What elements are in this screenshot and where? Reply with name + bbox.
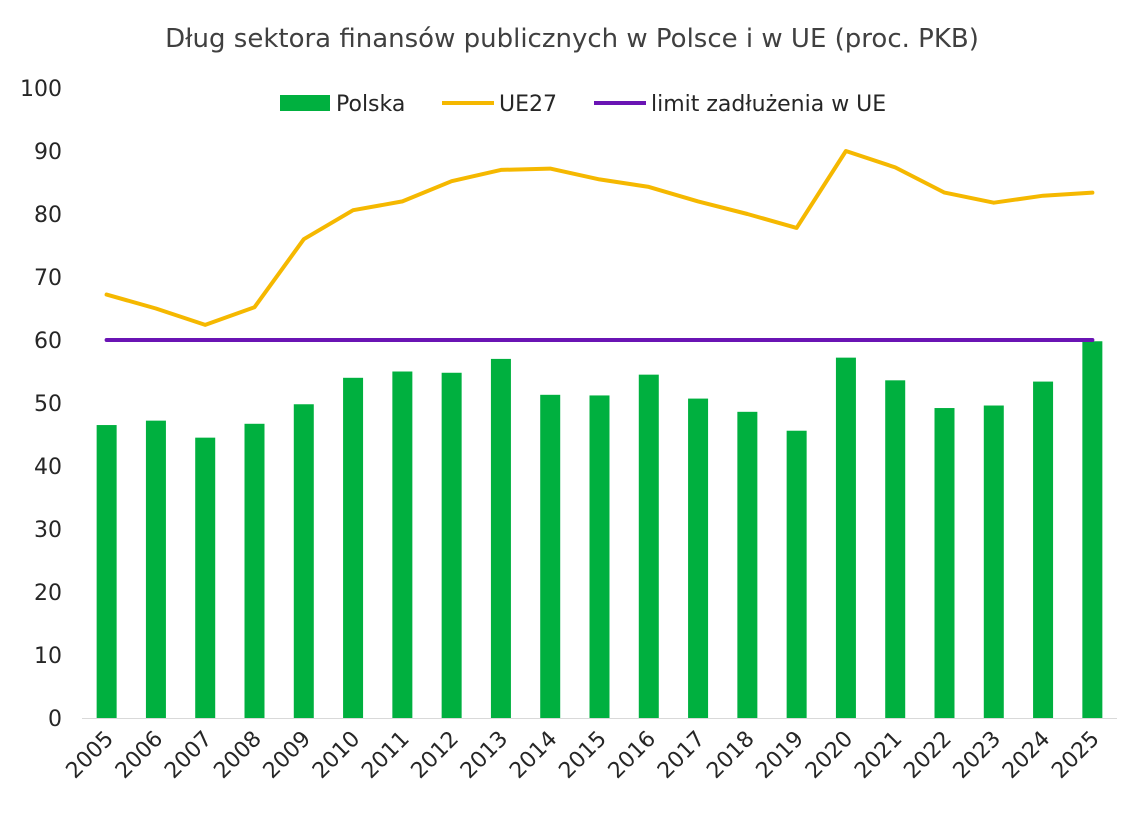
- x-tick-label: 2024: [998, 727, 1055, 784]
- bar-polska-2022: [934, 408, 955, 718]
- x-tick-label: 2011: [357, 727, 414, 784]
- bar-polska-2005: [96, 425, 117, 718]
- x-tick-label: 2009: [259, 727, 316, 784]
- bar-polska-2019: [786, 430, 807, 718]
- line-ue27: [104, 149, 1095, 327]
- x-tick-label: 2019: [752, 727, 809, 784]
- y-tick-label: 80: [34, 203, 62, 228]
- bar-polska-2021: [885, 380, 906, 718]
- x-tick-label: 2023: [949, 727, 1006, 784]
- x-tick-label: 2012: [407, 727, 464, 784]
- bar-series-polska: [96, 341, 1103, 718]
- bar-polska-2018: [737, 411, 758, 718]
- x-tick-label: 2020: [801, 727, 858, 784]
- y-tick-label: 70: [34, 266, 62, 291]
- bar-polska-2023: [983, 405, 1004, 718]
- chart-title: Dług sektora finansów publicznych w Pols…: [165, 24, 979, 54]
- bar-polska-2013: [490, 358, 511, 718]
- y-tick-label: 60: [34, 329, 62, 354]
- line-series: [104, 149, 1095, 342]
- y-tick-label: 20: [34, 581, 62, 606]
- y-tick-label: 100: [20, 77, 62, 102]
- x-tick-label: 2010: [308, 727, 365, 784]
- bar-polska-2014: [540, 394, 561, 718]
- y-tick-label: 30: [34, 518, 62, 543]
- x-axis: 2005200620072008200920102011201220132014…: [62, 718, 1117, 784]
- bar-polska-2010: [343, 377, 364, 718]
- legend-label-limit: limit zadłużenia w UE: [651, 92, 886, 117]
- x-tick-label: 2008: [209, 727, 266, 784]
- y-tick-label: 40: [34, 455, 62, 480]
- bar-polska-2011: [392, 371, 413, 718]
- bar-polska-2008: [244, 423, 265, 718]
- x-tick-label: 2007: [160, 727, 217, 784]
- x-tick-label: 2016: [604, 727, 661, 784]
- bar-polska-2020: [835, 357, 856, 718]
- bar-polska-2016: [638, 374, 659, 718]
- x-tick-label: 2017: [653, 727, 710, 784]
- x-tick-label: 2005: [62, 727, 119, 784]
- bar-polska-2006: [145, 420, 166, 718]
- bar-polska-2017: [688, 398, 709, 718]
- x-tick-label: 2006: [111, 727, 168, 784]
- y-tick-label: 90: [34, 140, 62, 165]
- legend: Polska UE27 limit zadłużenia w UE: [280, 92, 886, 117]
- y-tick-label: 10: [34, 644, 62, 669]
- bar-polska-2012: [441, 372, 462, 718]
- bar-polska-2007: [195, 437, 216, 718]
- x-tick-label: 2025: [1047, 727, 1104, 784]
- legend-swatch-polska: [280, 95, 330, 111]
- bar-polska-2025: [1082, 341, 1103, 718]
- y-tick-label: 50: [34, 392, 62, 417]
- bar-polska-2024: [1033, 381, 1054, 718]
- y-tick-label: 0: [48, 707, 62, 732]
- y-axis: 0 10 20 30 40 50 60 70 80 90 100: [20, 77, 62, 732]
- bar-polska-2009: [293, 404, 314, 718]
- legend-label-polska: Polska: [336, 92, 405, 117]
- x-tick-label: 2013: [456, 727, 513, 784]
- bar-polska-2015: [589, 395, 610, 718]
- x-tick-label: 2022: [899, 727, 956, 784]
- x-tick-label: 2018: [702, 727, 759, 784]
- x-tick-label: 2021: [850, 727, 907, 784]
- x-tick-label: 2015: [554, 727, 611, 784]
- x-tick-label: 2014: [505, 727, 562, 784]
- legend-label-ue27: UE27: [499, 92, 557, 117]
